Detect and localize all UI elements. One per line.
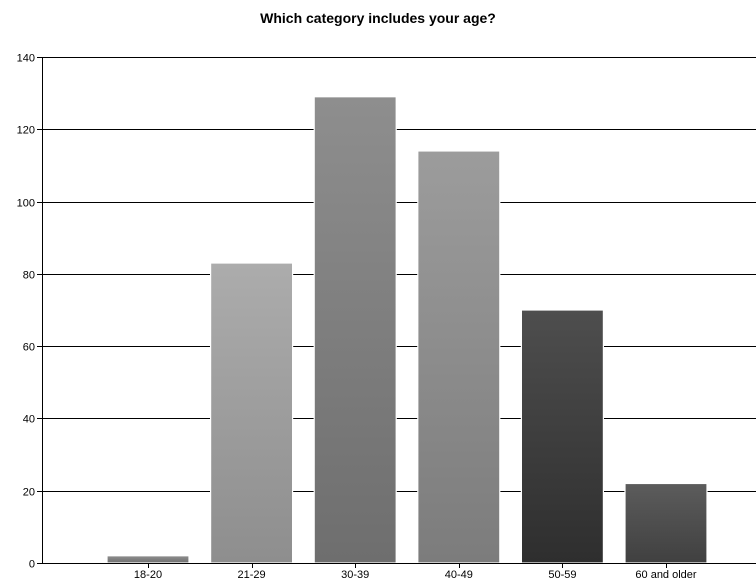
x-tick-label: 21-29 (238, 569, 266, 581)
axes (37, 57, 756, 568)
bar-21-29 (210, 262, 294, 564)
y-tick-label: 100 (17, 198, 35, 210)
bar-40-49 (417, 150, 501, 564)
y-tick-label: 120 (17, 125, 35, 137)
y-tick-label: 20 (23, 487, 35, 499)
x-tick-label: 40-49 (445, 569, 473, 581)
y-tick-label: 0 (29, 559, 35, 571)
y-tick-label: 80 (23, 270, 35, 282)
x-tick-label: 30-39 (341, 569, 369, 581)
y-tick-label: 140 (17, 53, 35, 65)
bar-18-20 (106, 555, 190, 564)
y-tick-label: 40 (23, 414, 35, 426)
bar-30-39 (313, 96, 397, 564)
bar-60-and-older (624, 482, 708, 564)
bars (106, 96, 708, 564)
y-tick-label: 60 (23, 342, 35, 354)
x-tick-label: 60 and older (635, 569, 696, 581)
gridlines (42, 57, 756, 492)
x-tick-label: 18-20 (134, 569, 162, 581)
x-tick-labels: 18-20 21-29 30-39 40-49 50-59 60 and older (134, 569, 697, 581)
chart-title: Which category includes your age? (260, 10, 496, 26)
y-tick-labels: 0 20 40 60 80 100 120 140 (17, 53, 35, 571)
bar-50-59 (520, 309, 605, 564)
x-tick-label: 50-59 (548, 569, 576, 581)
